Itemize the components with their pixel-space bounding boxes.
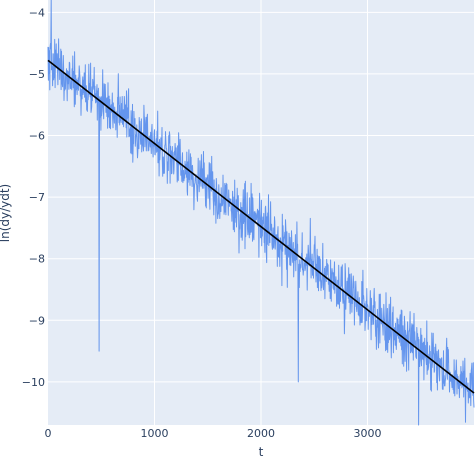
noisy-data-series <box>47 0 475 426</box>
x-tick-label: 1000 <box>141 427 169 440</box>
y-tick-label: −8 <box>29 253 45 266</box>
y-axis-title: ln(dy/ydt) <box>0 184 12 243</box>
x-tick-label: 2000 <box>247 427 275 440</box>
y-tick-label: −9 <box>29 314 45 327</box>
y-tick-label: −7 <box>29 191 45 204</box>
y-tick-label: −4 <box>29 6 45 19</box>
y-tick-label: −6 <box>29 130 45 143</box>
x-tick-label: 0 <box>45 427 52 440</box>
y-tick-label: −10 <box>22 376 45 389</box>
fit-line <box>47 59 475 394</box>
x-axis-ticks: 0 1000 2000 3000 <box>45 427 382 440</box>
x-axis-title: t <box>259 445 264 458</box>
y-axis-ticks: −4 −5 −6 −7 −8 −9 −10 <box>22 6 45 389</box>
x-tick-label: 3000 <box>354 427 382 440</box>
y-tick-label: −5 <box>29 68 45 81</box>
